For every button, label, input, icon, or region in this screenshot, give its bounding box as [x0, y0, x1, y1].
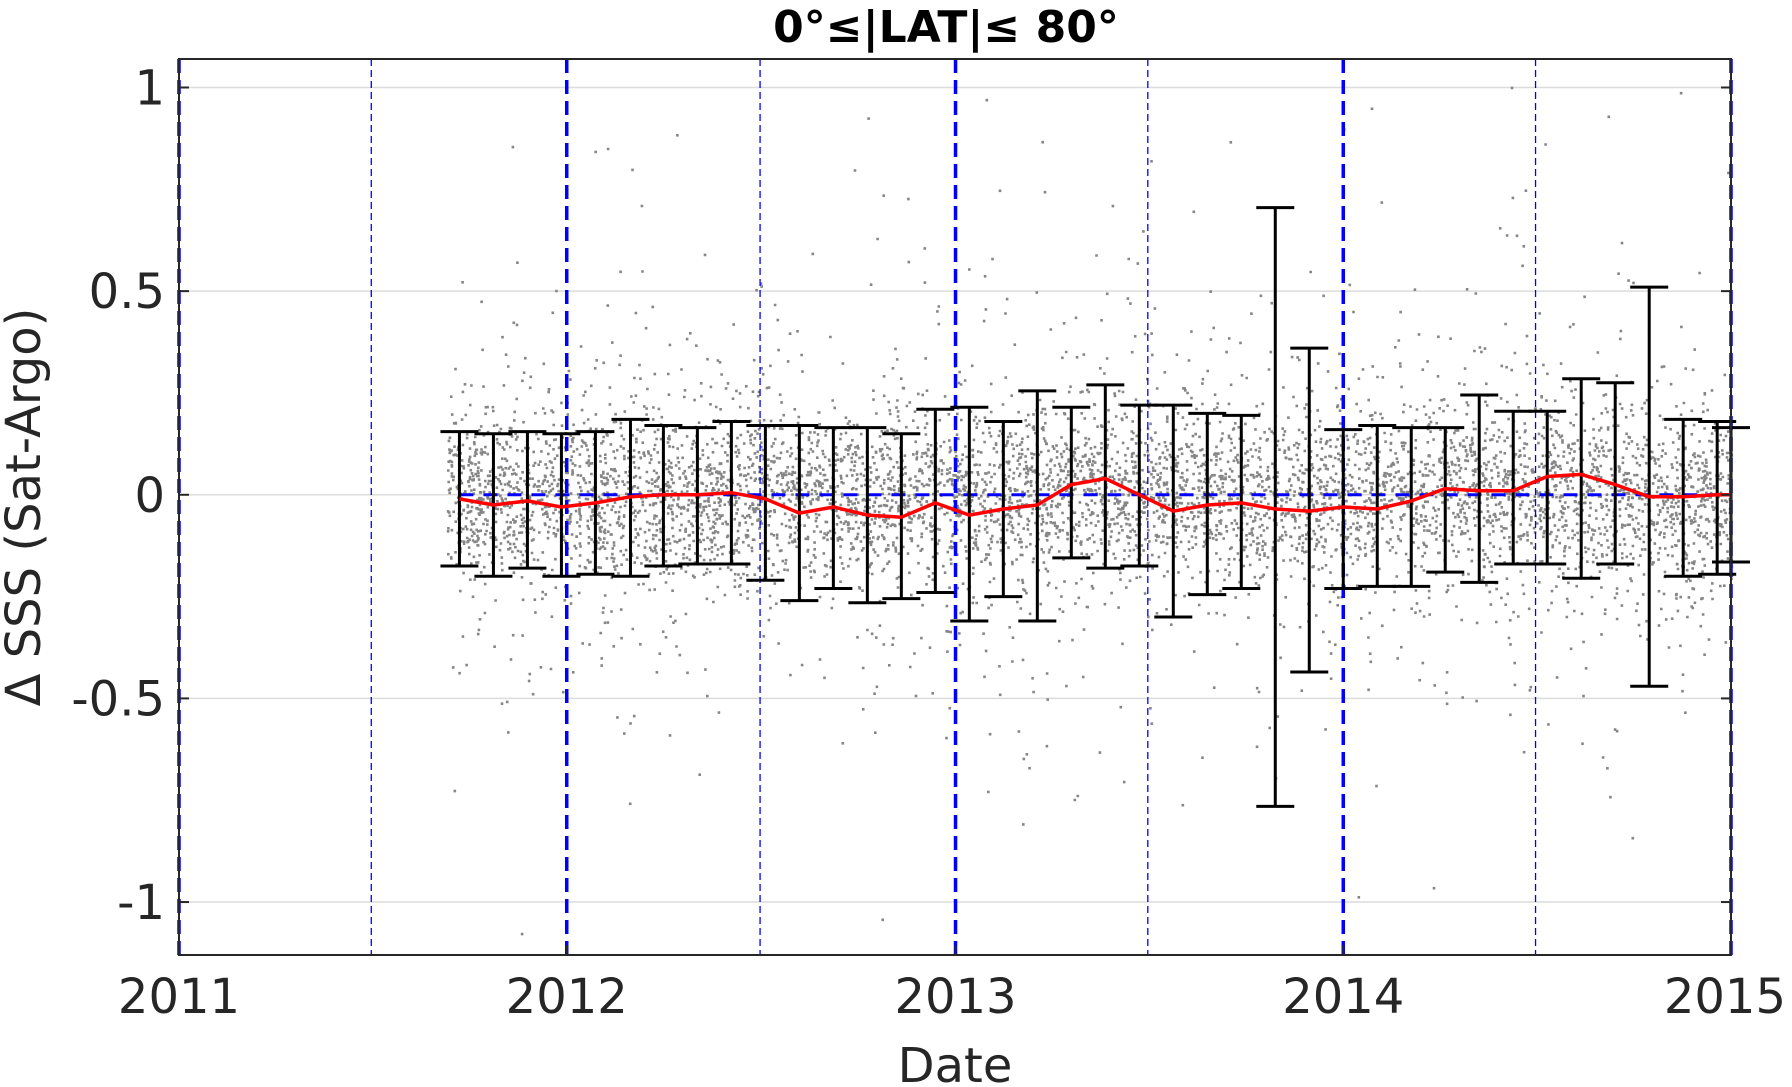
scatter-dots: [446, 86, 1734, 936]
plot-area: [177, 58, 1750, 956]
scatter-points: [446, 86, 1734, 936]
x-tick-label: 2012: [506, 969, 628, 1025]
y-tick-label: 0.5: [89, 264, 165, 320]
mean-line: [459, 472, 1731, 519]
chart-title: 0°≤|LAT|≤ 80°: [773, 2, 1119, 53]
x-tick-label: 2014: [1282, 969, 1404, 1025]
y-tick-label: 1: [134, 61, 165, 117]
x-tick-label: 2011: [118, 969, 240, 1025]
y-tick-label: 0: [134, 468, 165, 524]
x-axis-ticks: 2011 2012 2013 2014 2015: [118, 945, 1786, 1025]
mean-line-series: [459, 472, 1731, 519]
x-axis-title: Date: [898, 1038, 1013, 1087]
y-tick-label: -0.5: [71, 671, 165, 727]
x-tick-label: 2013: [894, 969, 1016, 1025]
x-tick-label: 2015: [1664, 969, 1786, 1025]
y-tick-label: -1: [117, 875, 165, 931]
y-axis-ticks: 1 0.5 0 -0.5 -1: [71, 61, 1731, 931]
y-axis-title: Δ SSS (Sat-Argo): [0, 308, 52, 707]
